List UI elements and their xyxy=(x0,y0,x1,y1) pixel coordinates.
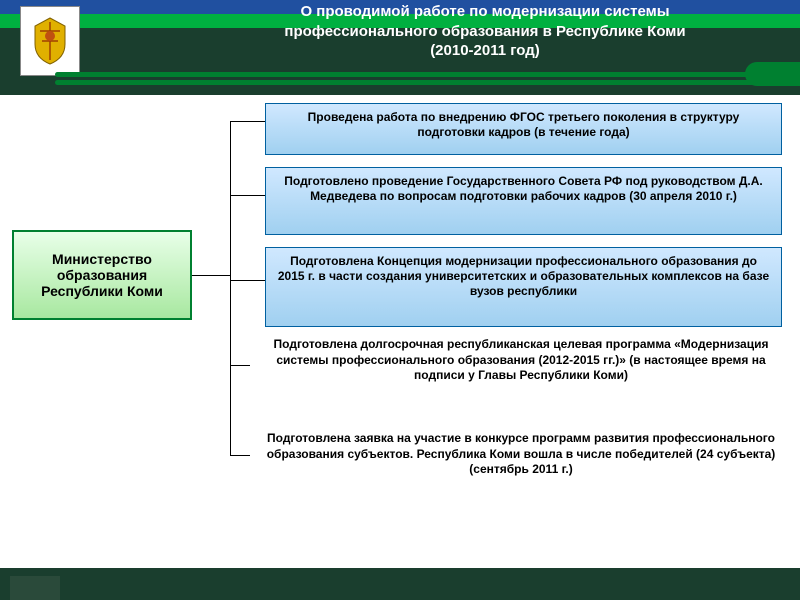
root-label: Министерство образования Республики Коми xyxy=(20,251,184,299)
footer-tab xyxy=(10,576,60,600)
connector-branch xyxy=(230,365,250,366)
page-title: О проводимой работе по модернизации сист… xyxy=(180,2,790,61)
diagram-item: Подготовлена долгосрочная республиканска… xyxy=(250,333,792,403)
diagram-item: Подготовлена Концепция модернизации проф… xyxy=(265,247,782,327)
title-line-2: профессионального образования в Республи… xyxy=(180,22,790,42)
diagram-item: Подготовлено проведение Государственного… xyxy=(265,167,782,235)
title-line-1: О проводимой работе по модернизации сист… xyxy=(180,2,790,22)
diagram-area: Министерство образования Республики Коми… xyxy=(0,95,800,568)
connector-trunk xyxy=(192,275,230,276)
footer-bar xyxy=(0,568,800,600)
connector-vertical xyxy=(230,121,231,455)
root-node: Министерство образования Республики Коми xyxy=(12,230,192,320)
connector-branch xyxy=(230,455,250,456)
diagram-item: Проведена работа по внедрению ФГОС треть… xyxy=(265,103,782,155)
connector-branch xyxy=(230,121,265,122)
connector-branch xyxy=(230,195,265,196)
title-line-3: (2010-2011 год) xyxy=(180,41,790,61)
connector-branch xyxy=(230,280,265,281)
diagram-item: Подготовлена заявка на участие в конкурс… xyxy=(250,427,792,497)
header-divider xyxy=(55,66,800,92)
